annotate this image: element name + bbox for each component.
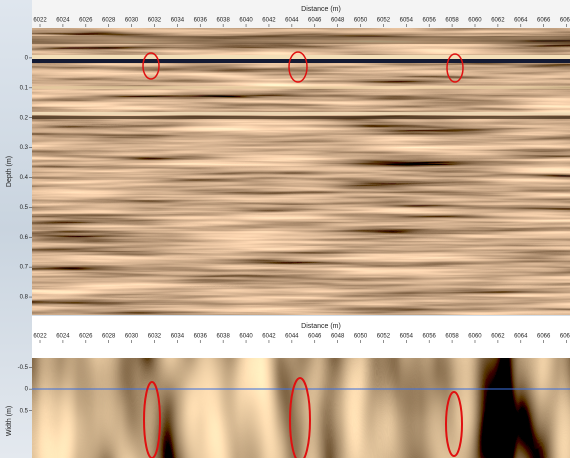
x-tick-label: 6050 (354, 334, 368, 340)
x-tick-label: 6022 (33, 18, 47, 24)
x-tick-label: 6036 (194, 334, 208, 340)
x-tick-label: 6044 (285, 18, 299, 24)
x-tick-label: 6066 (537, 334, 551, 340)
band (32, 86, 570, 89)
x-tick-label: 6064 (514, 18, 528, 24)
x-tick-label: 6052 (377, 334, 391, 340)
band (32, 112, 570, 115)
x-tick-label: 6062 (491, 18, 505, 24)
x-tick-label: 6054 (400, 18, 414, 24)
x-tick-label: 6044 (285, 334, 299, 340)
x-tick-label: 6034 (171, 18, 185, 24)
y-axis-title: Depth (m) (6, 156, 13, 187)
x-tick-label: 6040 (239, 18, 253, 24)
x-tick-label: 6058 (445, 334, 459, 340)
x-tick-label: 6038 (216, 18, 230, 24)
x-axis-title: Distance (m) (301, 323, 341, 330)
x-tick-label: 6060 (468, 334, 482, 340)
band (32, 36, 570, 44)
x-tick-label: 6030 (125, 18, 139, 24)
x-tick-label: 6036 (194, 18, 208, 24)
x-tick-label: 6068 (560, 334, 570, 340)
x-tick-label: 6026 (79, 18, 93, 24)
x-tick-label: 6032 (148, 18, 162, 24)
y-tick-label: 0.6 (20, 235, 29, 241)
band (32, 59, 570, 63)
y-tick-label: 0.4 (20, 175, 29, 181)
x-tick-label: 6026 (79, 334, 93, 340)
x-tick-label: 6066 (537, 18, 551, 24)
y-tick-label: 0.5 (20, 408, 29, 414)
x-tick-label: 6028 (102, 334, 116, 340)
x-tick-label: 6064 (514, 334, 528, 340)
x-tick-label: 6052 (377, 18, 391, 24)
y-tick-label: 0.1 (20, 85, 29, 91)
y-tick-label: -0.5 (18, 365, 29, 371)
x-tick-label: 6030 (125, 334, 139, 340)
x-tick-label: 6024 (56, 18, 70, 24)
x-tick-label: 6056 (423, 334, 437, 340)
x-tick-label: 6028 (102, 18, 116, 24)
y-tick-label: 0.2 (20, 115, 29, 121)
y-axis-title: Width (m) (6, 406, 13, 436)
header-strip (32, 0, 570, 28)
x-tick-label: 6050 (354, 18, 368, 24)
band (32, 55, 570, 59)
x-tick-label: 6038 (216, 334, 230, 340)
y-tick-label: 0.7 (20, 265, 29, 271)
x-tick-label: 6060 (468, 18, 482, 24)
x-axis-title: Distance (m) (301, 6, 341, 13)
plan-image (32, 358, 570, 458)
x-tick-label: 6046 (308, 334, 322, 340)
x-tick-label: 6042 (262, 334, 276, 340)
x-tick-label: 6024 (56, 334, 70, 340)
gpr-screenshot: Distance (m) 6022 6024 6026 6028 6030 6032 6034… (0, 0, 570, 458)
x-tick-label: 6068 (560, 18, 570, 24)
x-tick-label: 6022 (33, 334, 47, 340)
x-tick-label: 6056 (423, 18, 437, 24)
y-tick-label: 0.8 (20, 295, 29, 301)
x-tick-label: 6054 (400, 334, 414, 340)
y-tick-label: 0.5 (20, 205, 29, 211)
x-tick-label: 6042 (262, 18, 276, 24)
x-tick-label: 6048 (331, 18, 345, 24)
x-tick-label: 6048 (331, 334, 345, 340)
x-tick-label: 6062 (491, 334, 505, 340)
band (32, 116, 570, 119)
y-tick-label: 0.3 (20, 145, 29, 151)
x-tick-label: 6034 (171, 334, 185, 340)
x-tick-label: 6032 (148, 334, 162, 340)
x-tick-label: 6040 (239, 334, 253, 340)
x-tick-label: 6046 (308, 18, 322, 24)
radargram-image (32, 28, 570, 315)
x-tick-label: 6058 (445, 18, 459, 24)
